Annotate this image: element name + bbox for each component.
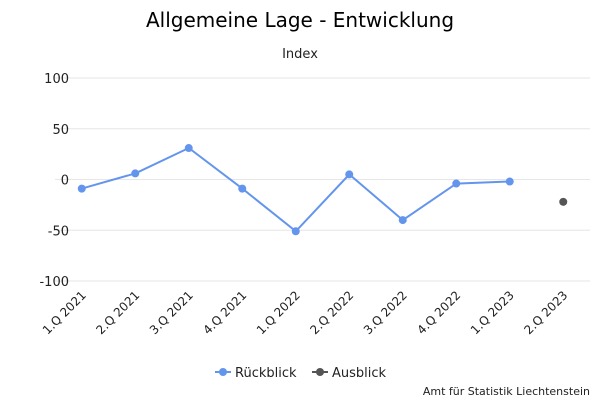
x-tick-label: 3.Q 2021 [147,288,196,337]
y-axis-ticks: 100 50 0 -50 -100 [39,72,69,290]
data-point[interactable] [398,216,407,225]
data-point[interactable] [291,227,300,236]
x-tick-label: 1.Q 2021 [40,288,89,337]
legend-label[interactable]: Rückblick [235,366,297,381]
chart-subtitle: Index [282,47,318,62]
data-point[interactable] [505,177,514,186]
x-tick-label: 4.Q 2021 [200,288,249,337]
legend-label[interactable]: Ausblick [332,366,387,381]
data-point[interactable] [131,169,140,178]
data-point[interactable] [184,144,193,153]
y-tick-label: 0 [61,174,69,189]
x-axis-ticks: 1.Q 2021 2.Q 2021 3.Q 2021 4.Q 2021 1.Q 2022… [40,288,570,337]
x-tick-label: 3.Q 2022 [361,288,410,337]
y-tick-label: -50 [48,224,69,239]
chart-title: Allgemeine Lage - Entwicklung [146,8,454,32]
y-tick-label: -100 [39,275,69,290]
x-tick-label: 1.Q 2022 [254,288,303,337]
y-tick-label: 100 [44,72,69,87]
series-layer [77,144,568,236]
data-point[interactable] [77,184,86,193]
x-tick-label: 1.Q 2023 [468,288,517,337]
y-tick-label: 50 [52,123,69,138]
x-tick-label: 2.Q 2022 [307,288,356,337]
x-tick-label: 2.Q 2023 [521,288,570,337]
legend-marker [219,368,227,376]
data-point[interactable] [559,197,568,206]
data-point[interactable] [345,170,354,179]
data-point[interactable] [452,179,461,188]
x-tick-label: 4.Q 2022 [414,288,463,337]
data-point[interactable] [238,184,247,193]
x-tick-label: 2.Q 2021 [93,288,142,337]
credit-text: Amt für Statistik Liechtenstein [423,385,590,398]
legend: Rückblick Ausblick [215,366,387,381]
grid-lines [55,77,590,282]
series-line [81,146,510,233]
legend-marker [316,368,324,376]
